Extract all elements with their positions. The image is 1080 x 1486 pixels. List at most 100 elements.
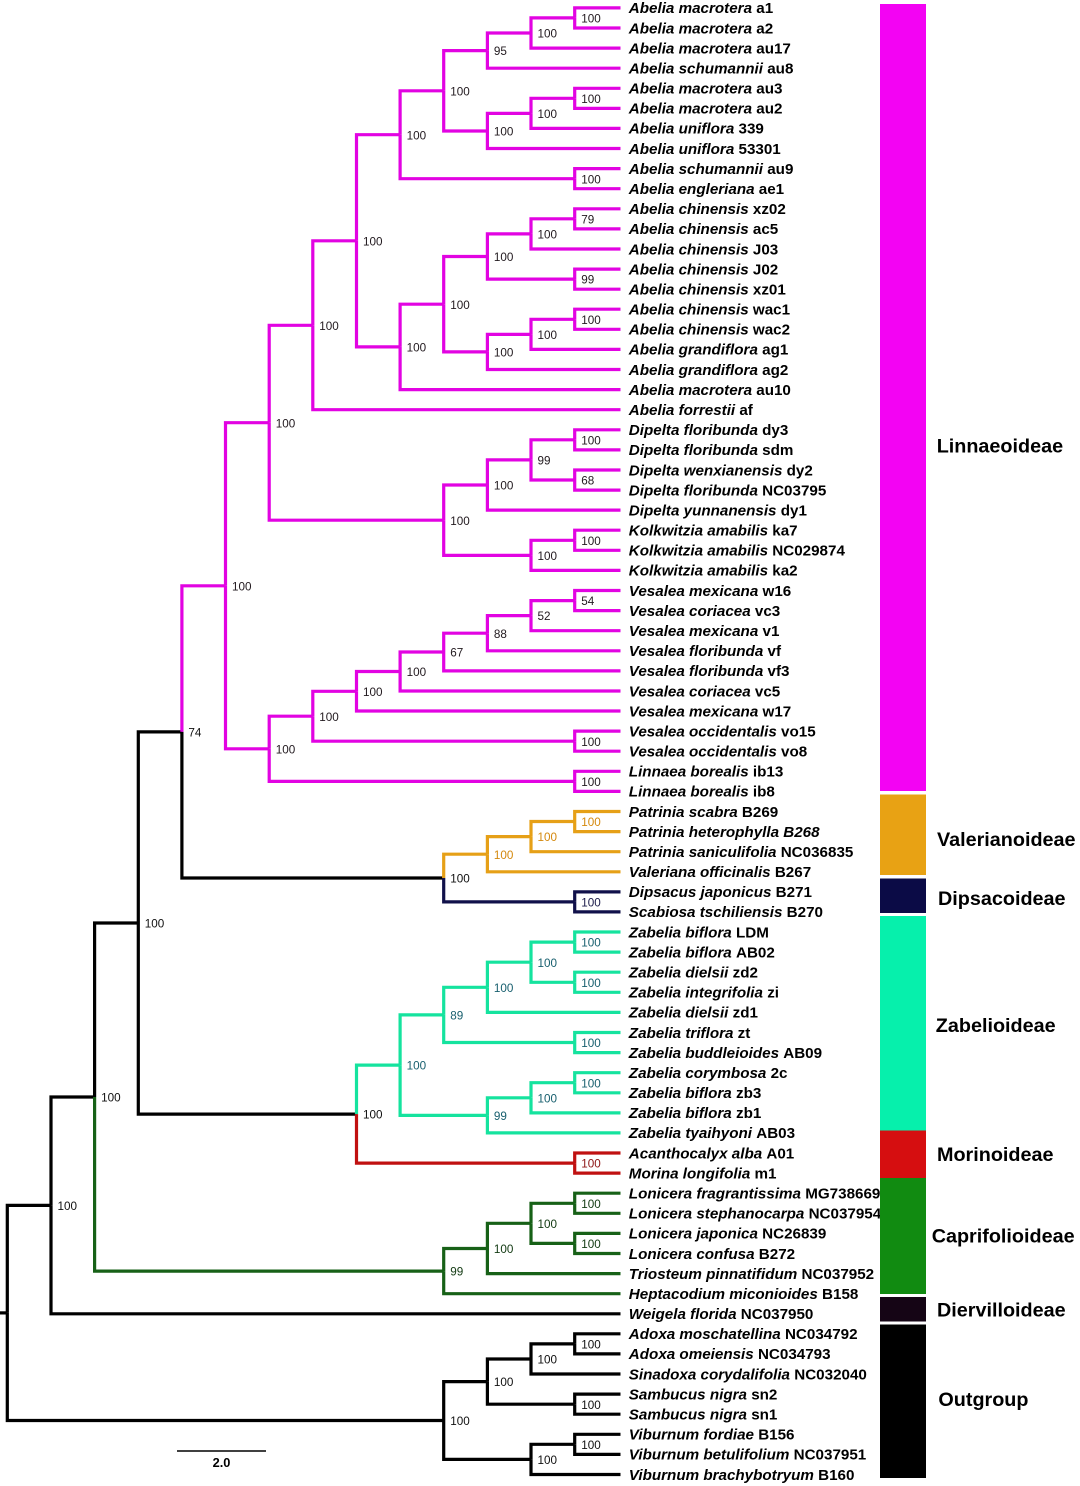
svg-text:2.0: 2.0 [213, 1455, 231, 1470]
svg-text:Abelia macrotera a1: Abelia macrotera a1 [628, 0, 774, 17]
svg-text:Outgroup: Outgroup [938, 1389, 1028, 1411]
svg-text:Patrinia saniculifolia NC03683: Patrinia saniculifolia NC036835 [629, 844, 854, 861]
svg-text:99: 99 [494, 1110, 507, 1123]
svg-text:Vesalea occidentalis vo15: Vesalea occidentalis vo15 [629, 723, 816, 740]
svg-text:Vesalea mexicana v1: Vesalea mexicana v1 [629, 623, 780, 640]
svg-text:100: 100 [538, 108, 558, 121]
svg-text:Weigela florida NC037950: Weigela florida NC037950 [629, 1306, 814, 1323]
svg-text:100: 100 [407, 129, 427, 142]
svg-text:89: 89 [450, 1010, 463, 1023]
svg-text:Kolkwitzia amabilis ka7: Kolkwitzia amabilis ka7 [629, 523, 798, 540]
svg-text:100: 100 [407, 666, 427, 679]
svg-text:100: 100 [276, 417, 296, 430]
svg-text:Patrinia heterophylla B268: Patrinia heterophylla B268 [629, 824, 820, 841]
svg-text:100: 100 [494, 480, 514, 493]
svg-text:Dipelta floribunda sdm: Dipelta floribunda sdm [629, 442, 794, 459]
svg-text:Morina longifolia m1: Morina longifolia m1 [629, 1165, 777, 1182]
svg-text:52: 52 [538, 610, 551, 623]
svg-text:100: 100 [319, 320, 339, 333]
svg-text:Zabelia biflora AB02: Zabelia biflora AB02 [628, 944, 775, 961]
svg-text:Scabiosa tschiliensis B270: Scabiosa tschiliensis B270 [629, 904, 823, 921]
svg-text:100: 100 [363, 1109, 383, 1122]
svg-text:100: 100 [581, 1158, 601, 1171]
svg-text:100: 100 [538, 229, 558, 242]
svg-text:Abelia chinensis J02: Abelia chinensis J02 [628, 261, 778, 278]
svg-text:100: 100 [581, 1077, 601, 1090]
svg-text:Triosteum pinnatifidum NC03795: Triosteum pinnatifidum NC037952 [629, 1266, 874, 1283]
svg-text:Vesalea floribunda vf: Vesalea floribunda vf [629, 643, 782, 660]
svg-text:100: 100 [581, 314, 601, 327]
svg-text:Dipsacus japonicus B271: Dipsacus japonicus B271 [629, 884, 813, 901]
svg-text:100: 100 [538, 550, 558, 563]
svg-text:Zabelia triflora zt: Zabelia triflora zt [628, 1025, 751, 1042]
svg-text:100: 100 [581, 434, 601, 447]
svg-text:Vesalea floribunda vf3: Vesalea floribunda vf3 [629, 663, 790, 680]
svg-text:100: 100 [450, 1415, 470, 1428]
svg-text:100: 100 [581, 776, 601, 789]
svg-text:95: 95 [494, 45, 508, 58]
svg-text:Viburnum brachybotryum B160: Viburnum brachybotryum B160 [629, 1467, 855, 1484]
svg-text:Lonicera fragrantissima MG7386: Lonicera fragrantissima MG738669 [629, 1186, 881, 1203]
svg-text:Zabelia tyaihyoni AB03: Zabelia tyaihyoni AB03 [628, 1125, 795, 1142]
svg-text:Abelia chinensis wac1: Abelia chinensis wac1 [628, 302, 791, 319]
svg-text:100: 100 [407, 342, 427, 355]
svg-text:100: 100 [538, 329, 558, 342]
svg-text:100: 100 [494, 1243, 514, 1256]
svg-text:Adoxa omeiensis NC034793: Adoxa omeiensis NC034793 [628, 1346, 831, 1363]
svg-text:100: 100 [581, 1339, 601, 1352]
svg-text:100: 100 [581, 1037, 601, 1050]
svg-text:100: 100 [581, 1198, 601, 1211]
svg-text:100: 100 [581, 937, 601, 950]
svg-text:Dipelta wenxianensis dy2: Dipelta wenxianensis dy2 [629, 462, 813, 479]
svg-text:Caprifolioideae: Caprifolioideae [932, 1226, 1075, 1248]
svg-text:100: 100 [58, 1200, 78, 1213]
svg-text:Abelia macrotera au2: Abelia macrotera au2 [628, 101, 783, 118]
svg-text:100: 100 [581, 897, 601, 910]
svg-text:Vesalea coriacea vc3: Vesalea coriacea vc3 [629, 603, 780, 620]
svg-text:Zabelia corymbosa 2c: Zabelia corymbosa 2c [628, 1065, 788, 1082]
svg-text:Vesalea mexicana w16: Vesalea mexicana w16 [629, 583, 791, 600]
svg-text:100: 100 [538, 957, 558, 970]
svg-text:100: 100 [319, 711, 339, 724]
svg-text:Valerianoideae: Valerianoideae [937, 829, 1076, 851]
svg-text:Zabelia biflora LDM: Zabelia biflora LDM [628, 924, 769, 941]
svg-text:100: 100 [581, 173, 601, 186]
svg-text:Abelia uniflora 53301: Abelia uniflora 53301 [628, 141, 781, 158]
svg-text:100: 100 [538, 1218, 558, 1231]
svg-text:Abelia macrotera au10: Abelia macrotera au10 [628, 382, 791, 399]
svg-text:Viburnum fordiae B156: Viburnum fordiae B156 [629, 1427, 795, 1444]
svg-text:Diervilloideae: Diervilloideae [937, 1300, 1066, 1322]
svg-text:100: 100 [581, 1439, 601, 1452]
svg-text:Dipelta floribunda NC03795: Dipelta floribunda NC03795 [629, 482, 827, 499]
svg-text:Abelia macrotera au17: Abelia macrotera au17 [628, 40, 791, 57]
svg-text:Sambucus nigra sn1: Sambucus nigra sn1 [629, 1407, 778, 1424]
svg-text:100: 100 [407, 1060, 427, 1073]
svg-text:100: 100 [145, 918, 165, 931]
svg-text:Sambucus nigra sn2: Sambucus nigra sn2 [629, 1386, 778, 1403]
svg-text:100: 100 [538, 28, 558, 41]
svg-text:99: 99 [538, 455, 551, 468]
svg-text:Abelia schumannii au8: Abelia schumannii au8 [628, 61, 794, 78]
svg-text:100: 100 [581, 93, 601, 106]
svg-text:Abelia chinensis ac5: Abelia chinensis ac5 [628, 221, 779, 238]
svg-text:Zabelia biflora zb3: Zabelia biflora zb3 [628, 1085, 762, 1102]
svg-text:Acanthocalyx alba A01: Acanthocalyx alba A01 [628, 1145, 795, 1162]
svg-text:Dipelta yunnanensis dy1: Dipelta yunnanensis dy1 [629, 502, 808, 519]
svg-text:Vesalea coriacea vc5: Vesalea coriacea vc5 [629, 683, 781, 700]
svg-text:100: 100 [538, 1092, 558, 1105]
svg-text:54: 54 [581, 595, 595, 608]
svg-text:100: 100 [581, 13, 601, 26]
svg-text:Lonicera japonica NC26839: Lonicera japonica NC26839 [629, 1226, 827, 1243]
svg-text:Zabelia buddleioides AB09: Zabelia buddleioides AB09 [628, 1045, 822, 1062]
svg-text:Abelia engleriana ae1: Abelia engleriana ae1 [628, 181, 785, 198]
svg-text:Vesalea mexicana w17: Vesalea mexicana w17 [629, 703, 791, 720]
svg-text:Abelia grandiflora ag1: Abelia grandiflora ag1 [628, 342, 789, 359]
svg-text:100: 100 [581, 1238, 601, 1251]
svg-text:Heptacodium miconioides B158: Heptacodium miconioides B158 [629, 1286, 859, 1303]
svg-text:Abelia schumannii au9: Abelia schumannii au9 [628, 161, 794, 178]
svg-text:74: 74 [188, 727, 202, 740]
svg-text:Abelia chinensis wac2: Abelia chinensis wac2 [628, 322, 790, 339]
svg-text:Abelia macrotera au3: Abelia macrotera au3 [628, 81, 783, 98]
svg-text:Abelia chinensis xz02: Abelia chinensis xz02 [628, 201, 786, 218]
svg-text:Abelia forrestii af: Abelia forrestii af [628, 402, 754, 419]
